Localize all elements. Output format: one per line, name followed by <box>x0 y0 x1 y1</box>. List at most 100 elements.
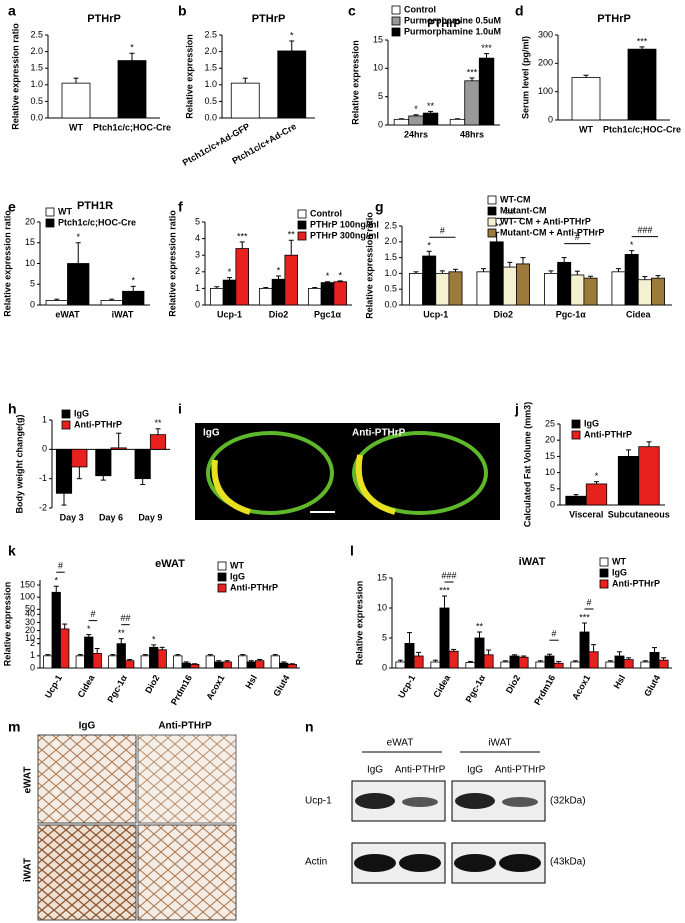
bar <box>393 118 410 126</box>
bar <box>61 82 91 119</box>
bar <box>535 661 546 669</box>
bar <box>483 654 494 669</box>
y-tick-label: 0.5 <box>204 96 217 106</box>
y-tick-label: 200 <box>538 58 553 68</box>
legend-swatch <box>391 27 401 37</box>
bar <box>435 272 450 306</box>
band <box>499 854 541 872</box>
bar <box>611 271 626 306</box>
bar <box>637 279 652 306</box>
y-tick-label: 15 <box>545 451 555 461</box>
significance-label: * <box>277 265 281 275</box>
comparison-label: ### <box>637 225 652 235</box>
y-tick-label: 1.0 <box>30 79 43 89</box>
y-tick-label: 5 <box>378 91 383 101</box>
bar <box>544 655 555 669</box>
significance-label: * <box>228 267 232 277</box>
y-axis-label: Calculated Fat Volume (mm3) <box>522 402 532 527</box>
y-tick-label: 15 <box>377 572 387 582</box>
bar <box>518 656 529 669</box>
lane-label: IgG <box>467 765 483 776</box>
bar <box>509 655 520 669</box>
fluorescence-image <box>195 423 500 520</box>
legend-label: Control <box>404 4 436 14</box>
significance-label: *** <box>237 231 248 241</box>
x-tick-label: Hsl <box>612 673 628 690</box>
bar <box>404 643 415 669</box>
panel-i: i IgG Anti-PTHrP <box>178 401 500 520</box>
y-tick-label: 4 <box>195 233 200 243</box>
bar <box>84 636 94 669</box>
chart-title: PTHrP <box>597 13 631 25</box>
bar <box>255 660 265 669</box>
chart-title: PTHrP <box>252 13 286 25</box>
comparison-label: # <box>440 226 445 236</box>
x-tick-label: 48hrs <box>460 129 484 139</box>
y-tick-label: 2.0 <box>384 236 397 246</box>
y-tick-label: 15 <box>373 34 383 44</box>
x-tick-label: Pgc-1α <box>556 309 587 319</box>
significance-label: * <box>414 104 418 114</box>
y-axis-label: Relative expression ratio <box>2 210 12 317</box>
bar <box>75 655 85 669</box>
bar <box>271 278 286 306</box>
x-tick-label: Pgc-1α <box>464 673 488 704</box>
y-tick-label: 40 <box>25 609 35 619</box>
row-label: Ucp-1 <box>305 796 332 807</box>
panel-label: k <box>8 543 16 559</box>
bar <box>238 655 248 669</box>
panel-label: d <box>515 3 524 19</box>
legend-swatch <box>45 207 55 217</box>
y-axis-label: Relative expression ratio <box>364 212 374 319</box>
x-tick-label: Visceral <box>569 509 603 519</box>
legend-label: Anti-PTHrP <box>584 429 632 439</box>
histology-image <box>37 734 137 824</box>
y-tick-label: 0 <box>550 499 555 509</box>
x-tick-label: Glut4 <box>642 673 662 698</box>
bar <box>448 650 459 669</box>
y-tick-label: 0.5 <box>30 96 43 106</box>
legend-swatch <box>217 572 227 582</box>
bar <box>235 248 250 306</box>
lane-label: Anti-PTHrP <box>395 765 446 776</box>
bar <box>270 655 280 669</box>
panel-label: e <box>8 199 16 215</box>
legend-swatch <box>487 195 497 205</box>
band <box>355 793 395 809</box>
y-tick-label: 100 <box>20 592 35 602</box>
legend-label: Purmorphamine 1.0uM <box>404 26 501 36</box>
bar <box>125 660 135 669</box>
y-tick-label: 1.5 <box>30 63 43 73</box>
y-tick-label: 1.0 <box>384 268 397 278</box>
bar <box>333 281 348 306</box>
legend-swatch <box>391 16 401 26</box>
y-tick-label: 2 <box>30 638 35 648</box>
bar <box>209 287 224 306</box>
bar <box>395 661 406 669</box>
bar <box>448 271 463 306</box>
bar <box>222 661 232 669</box>
legend-swatch <box>599 579 609 589</box>
y-tick-label: 10 <box>377 602 387 612</box>
row-label: iWAT <box>23 858 34 882</box>
y-tick-label: 20 <box>25 216 35 226</box>
y-tick-label: 25 <box>545 418 555 428</box>
legend-label: IgG <box>584 418 599 428</box>
chart-title: PTHrP <box>87 13 121 25</box>
y-tick-label: 5 <box>550 483 555 493</box>
x-tick-label: Subcutaneous <box>608 509 670 519</box>
y-tick-label: 0.0 <box>30 112 43 122</box>
size-label: (43kDa) <box>550 857 586 868</box>
y-tick-label: 10 <box>545 467 555 477</box>
x-tick-label: Cidea <box>431 672 452 699</box>
legend-swatch <box>217 561 227 571</box>
bar <box>579 631 590 669</box>
comparison-label: # <box>587 597 592 607</box>
significance-label: * <box>595 471 599 481</box>
y-tick-label: 5 <box>195 216 200 226</box>
bar <box>502 266 517 306</box>
panel-label: n <box>305 719 314 735</box>
significance-label: * <box>87 624 91 634</box>
legend-label: Mutant-CM + Anti-PTHrP <box>500 227 604 237</box>
legend-label: Anti-PTHrP <box>612 578 660 588</box>
